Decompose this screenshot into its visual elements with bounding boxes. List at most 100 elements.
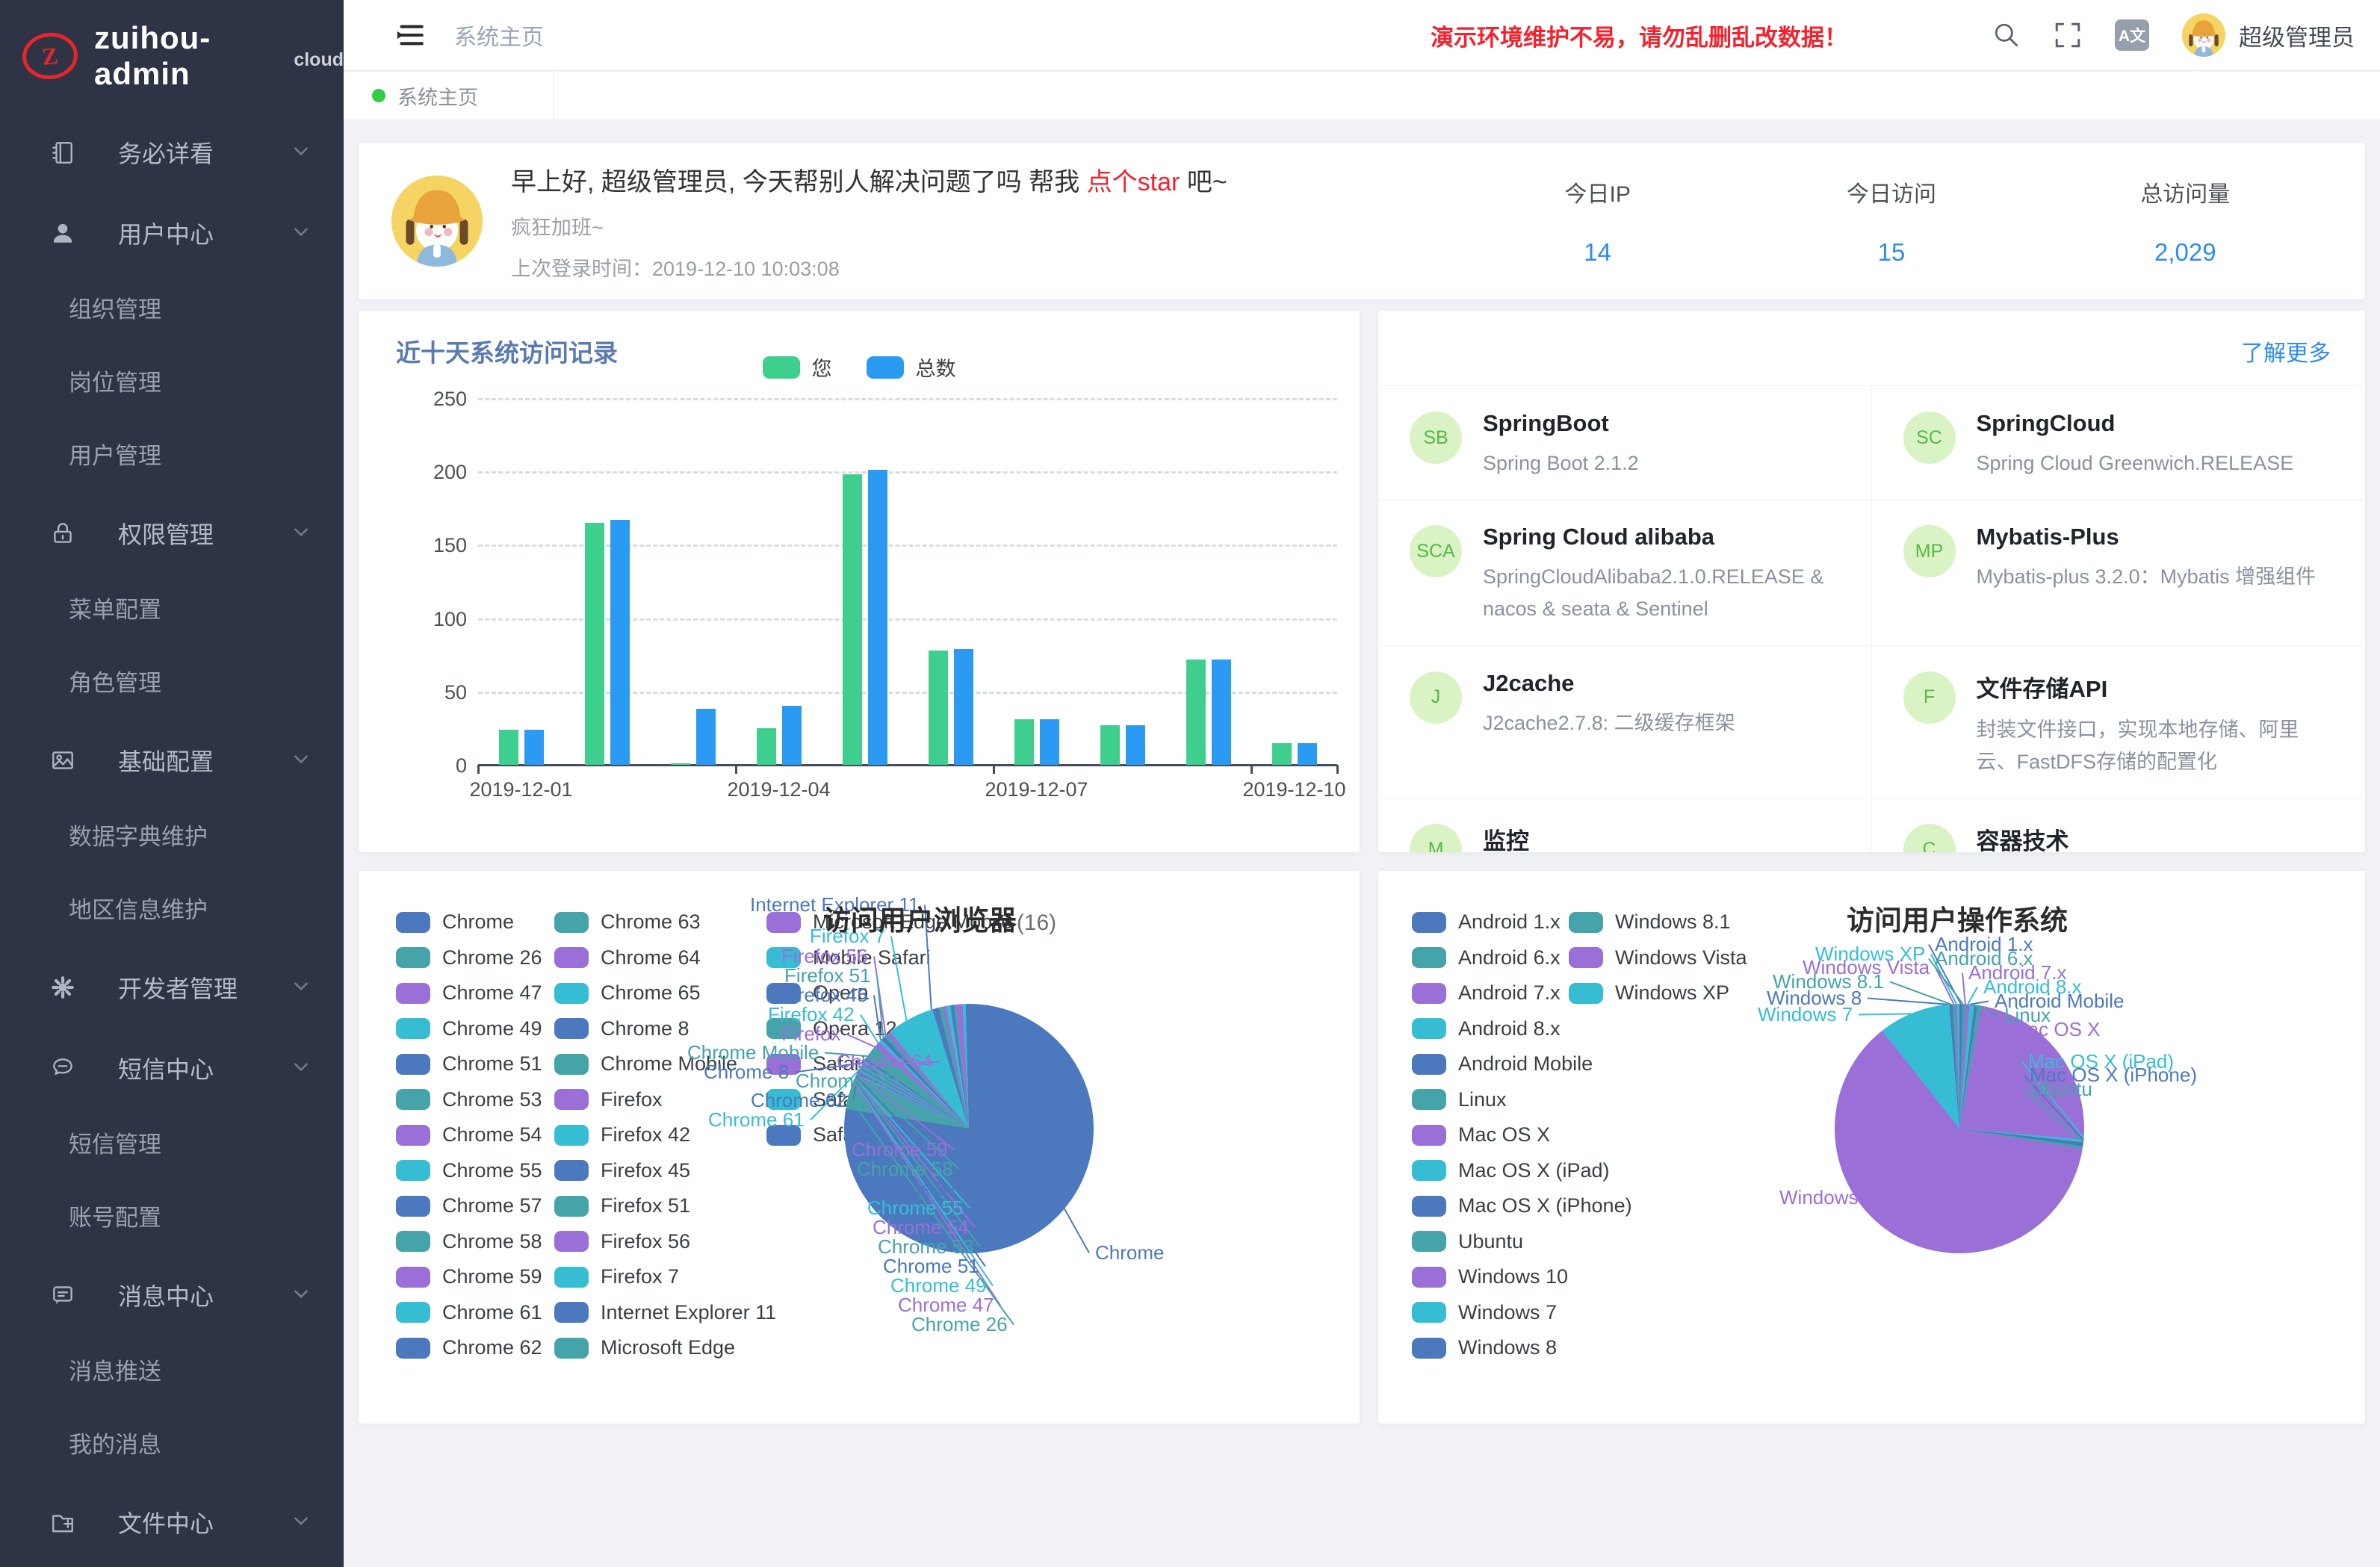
app-logo[interactable]: Z zuihou-admin cloud (0, 0, 344, 112)
legend-item-Android 6.x[interactable]: Android 6.x (1412, 946, 1561, 969)
legend-swatch (396, 1018, 430, 1039)
sidebar-subitem-岗位管理[interactable]: 岗位管理 (69, 370, 161, 396)
sidebar-item-label: 用户中心 (118, 221, 214, 248)
star-link[interactable]: 点个star (1086, 167, 1180, 196)
legend-item-总数[interactable]: 总数 (866, 353, 956, 382)
user-avatar[interactable] (2182, 13, 2225, 57)
pie-label-Firefox 7: Firefox 7 (810, 925, 886, 947)
legend-item-Chrome[interactable]: Chrome (396, 910, 514, 934)
legend-item-Android 1.x[interactable]: Android 1.x (1412, 910, 1561, 934)
legend-item-Firefox 51[interactable]: Firefox 51 (554, 1194, 690, 1217)
legend-item-Chrome 51[interactable]: Chrome 51 (396, 1052, 542, 1076)
legend-item-Windows 10[interactable]: Windows 10 (1412, 1265, 1568, 1288)
sidebar-subitem-账号配置[interactable]: 账号配置 (69, 1205, 161, 1231)
legend-item-Microsoft Edge Mobile[interactable]: Microsoft Edge Mobile (766, 910, 1012, 934)
tech-card-Spring Cloud alibaba: SCA Spring Cloud alibaba SpringCloudAlibab… (1378, 499, 1872, 645)
legend-item-Microsoft Edge[interactable]: Microsoft Edge (554, 1336, 735, 1359)
legend-item-Windows 7[interactable]: Windows 7 (1412, 1301, 1557, 1324)
translate-icon[interactable]: A文 (2115, 19, 2149, 51)
username[interactable]: 超级管理员 (2239, 24, 2355, 51)
stat-value: 14 (1584, 238, 1612, 266)
sidebar-item-权限管理[interactable]: 权限管理 (0, 493, 344, 574)
sidebar-subitem-地区信息维护[interactable]: 地区信息维护 (69, 897, 208, 923)
legend-item-Chrome 58[interactable]: Chrome 58 (396, 1230, 542, 1253)
sidebar-subitem-短信管理[interactable]: 短信管理 (69, 1132, 161, 1158)
legend-item-Chrome 53[interactable]: Chrome 53 (396, 1088, 542, 1111)
sidebar-subitem-角色管理[interactable]: 角色管理 (69, 670, 161, 696)
legend-item-Chrome 49[interactable]: Chrome 49 (396, 1017, 542, 1040)
legend-item-您[interactable]: 您 (762, 353, 832, 382)
menu-collapse-icon[interactable] (396, 22, 426, 48)
sidebar-item-消息中心[interactable]: 消息中心 (0, 1255, 344, 1335)
legend-item-Mobile Safari[interactable]: Mobile Safari (766, 946, 931, 969)
sidebar-subitem-我的消息[interactable]: 我的消息 (69, 1432, 161, 1458)
legend-swatch (1412, 1266, 1446, 1288)
sidebar-item-文件中心[interactable]: 文件中心 (0, 1482, 344, 1563)
legend-item-Windows Vista[interactable]: Windows Vista (1569, 946, 1747, 969)
sidebar-subitem-用户管理[interactable]: 用户管理 (69, 443, 161, 469)
legend-item-Chrome 47[interactable]: Chrome 47 (396, 981, 542, 1005)
breadcrumb[interactable]: 系统主页 (454, 25, 544, 50)
x-axis-tick (993, 765, 995, 774)
legend-label: Chrome 53 (442, 1087, 542, 1111)
sidebar-menu: 务必详看用户中心组织管理岗位管理用户管理权限管理菜单配置角色管理基础配置数据字典… (0, 112, 344, 1563)
legend-item-Mac OS X (iPad)[interactable]: Mac OS X (iPad) (1412, 1159, 1610, 1182)
legend-item-Chrome 55[interactable]: Chrome 55 (396, 1159, 542, 1182)
legend-item-Chrome 63[interactable]: Chrome 63 (554, 910, 701, 934)
sidebar-item-用户中心[interactable]: 用户中心 (0, 193, 344, 273)
legend-item-Chrome 8[interactable]: Chrome 8 (554, 1017, 689, 1040)
chevron-down-icon (291, 139, 311, 167)
pie-label-Firefox 51: Firefox 51 (784, 964, 871, 987)
legend-item-Android 7.x[interactable]: Android 7.x (1412, 981, 1561, 1005)
legend-item-Chrome Mobile[interactable]: Chrome Mobile (554, 1052, 737, 1076)
legend-item-Android Mobile[interactable]: Android Mobile (1412, 1052, 1593, 1076)
legend-item-Internet Explorer 11[interactable]: Internet Explorer 11 (554, 1301, 776, 1324)
x-axis-line (478, 764, 1337, 766)
legend-swatch (554, 1124, 589, 1146)
legend-item-Chrome 59[interactable]: Chrome 59 (396, 1265, 542, 1288)
legend-item-Mac OS X (iPhone)[interactable]: Mac OS X (iPhone) (1412, 1194, 1632, 1217)
sidebar-subitem-数据字典维护[interactable]: 数据字典维护 (69, 824, 208, 850)
legend-item-Mac OS X[interactable]: Mac OS X (1412, 1123, 1550, 1146)
legend-item-Chrome 26[interactable]: Chrome 26 (396, 946, 542, 969)
learn-more-link[interactable]: 了解更多 (2241, 341, 2331, 366)
sidebar-item-基础配置[interactable]: 基础配置 (0, 720, 344, 801)
pie-label-Firefox 45: Firefox 45 (781, 984, 868, 1006)
legend-item-Chrome 57[interactable]: Chrome 57 (396, 1194, 542, 1217)
bar-2019-12-10-您 (1272, 742, 1292, 765)
legend-item-Android 8.x[interactable]: Android 8.x (1412, 1017, 1561, 1040)
legend-swatch (396, 1160, 430, 1181)
search-icon[interactable] (1992, 21, 2021, 49)
legend-item-Firefox 7[interactable]: Firefox 7 (554, 1265, 679, 1288)
legend-item-Firefox[interactable]: Firefox (554, 1088, 663, 1111)
legend-item-Chrome 61[interactable]: Chrome 61 (396, 1301, 542, 1324)
sidebar-subitem-组织管理[interactable]: 组织管理 (69, 297, 161, 323)
legend-item-Chrome 54[interactable]: Chrome 54 (396, 1123, 542, 1146)
legend-item-Chrome 65[interactable]: Chrome 65 (554, 981, 701, 1005)
fullscreen-icon[interactable] (2054, 21, 2082, 49)
legend-swatch (554, 1160, 589, 1181)
sidebar-subitem-消息推送[interactable]: 消息推送 (69, 1359, 161, 1385)
legend-item-Windows 8.1[interactable]: Windows 8.1 (1569, 910, 1731, 934)
legend-swatch (1412, 947, 1446, 968)
sidebar-subitem-菜单配置[interactable]: 菜单配置 (69, 597, 161, 623)
legend-label: Windows 8 (1458, 1336, 1558, 1359)
legend-item-Firefox 45[interactable]: Firefox 45 (554, 1159, 690, 1182)
legend-item-Chrome 62[interactable]: Chrome 62 (396, 1336, 542, 1359)
legend-item-Firefox 56[interactable]: Firefox 56 (554, 1230, 690, 1253)
legend-swatch (1569, 982, 1603, 1004)
legend-item-Linux[interactable]: Linux (1412, 1088, 1507, 1111)
legend-swatch (554, 1302, 589, 1323)
legend-item-Ubuntu[interactable]: Ubuntu (1412, 1230, 1523, 1253)
legend-label: Chrome 63 (601, 910, 701, 933)
sidebar-item-短信中心[interactable]: 短信中心 (0, 1028, 344, 1108)
legend-item-Opera[interactable]: Opera (766, 981, 869, 1005)
sidebar-item-务必详看[interactable]: 务必详看 (0, 112, 344, 193)
legend-item-Windows XP[interactable]: Windows XP (1569, 981, 1729, 1005)
legend-item-Chrome 64[interactable]: Chrome 64 (554, 946, 701, 969)
tab-home[interactable]: 系统主页 (344, 72, 554, 120)
sidebar-item-开发者管理[interactable]: 开发者管理 (0, 947, 344, 1028)
stat-今日访问: 今日访问 15 (1744, 176, 2038, 267)
legend-item-Firefox 42[interactable]: Firefox 42 (554, 1123, 690, 1146)
legend-item-Windows 8[interactable]: Windows 8 (1412, 1336, 1557, 1359)
